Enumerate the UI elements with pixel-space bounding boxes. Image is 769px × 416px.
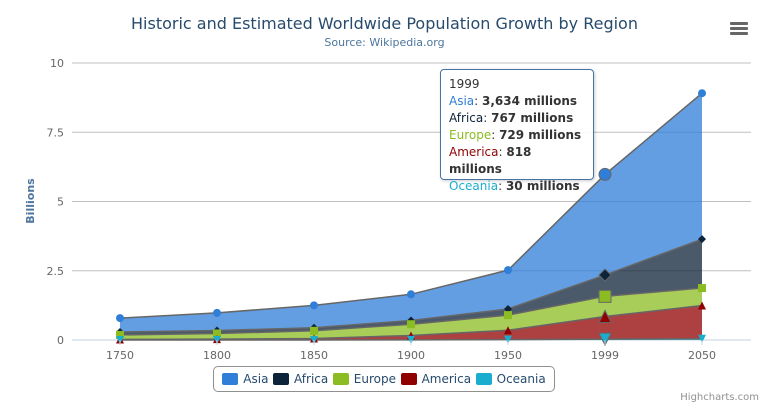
data-point-asia [116,314,124,323]
tooltip-row: Europe: 729 millions [449,128,582,142]
data-point-asia [598,167,612,181]
area-asia [120,93,702,332]
tooltip-row: Africa: 767 millions [449,111,574,125]
legend-swatch [332,373,349,385]
y-tick-label: 2.5 [47,265,65,278]
data-point-asia [407,290,415,299]
x-tick-label: 1800 [203,349,231,362]
tooltip-series-name: Africa [449,111,484,125]
y-tick-label: 5 [57,196,64,209]
legend-swatch [273,373,289,385]
area-africa [120,239,702,335]
legend-label: Europe [353,372,396,386]
tooltip-value: 729 millions [499,128,582,142]
legend-swatch [222,373,239,385]
legend-item-europe[interactable]: Europe [332,372,396,386]
tooltip-value: 818 millions [449,145,532,176]
chart-title: Historic and Estimated Worldwide Populat… [131,14,638,33]
data-point-europe [116,330,124,339]
data-point-asia [213,308,221,317]
tooltip-series-name: Asia [449,94,475,108]
y-tick-label: 0 [57,334,64,347]
data-point-asia [698,89,706,98]
legend-label: Africa [294,372,329,386]
tooltip-series-name: Oceania [449,179,499,193]
x-tick-label: 1750 [106,349,134,362]
data-point-europe [407,320,415,329]
x-tick-label: 1850 [300,349,328,362]
data-point-africa [598,268,612,282]
x-tick-label: 1950 [494,349,522,362]
legend-swatch [475,373,492,385]
tooltip-row: America: 818 millions [449,145,532,176]
legend-label: America [421,372,472,386]
tooltip-header: 1999 [449,77,480,91]
y-axis-title: Billions [24,178,37,224]
legend-label: Oceania [496,372,546,386]
data-point-oceania [407,335,415,344]
data-point-oceania [598,332,612,347]
tooltip-series-name: Europe [449,128,492,142]
data-point-asia [310,301,318,310]
x-tick-label: 1900 [397,349,425,362]
legend-item-africa[interactable]: Africa [273,372,328,386]
data-point-europe [504,311,512,320]
chart-subtitle: Source: Wikipedia.org [324,36,445,49]
tooltip-series-name: America [449,145,499,159]
data-point-oceania [213,335,221,344]
legend-item-america[interactable]: America [400,372,472,386]
legend: Asia Africa Europe America Oceania [213,366,555,392]
data-point-africa [698,235,706,244]
data-point-europe [310,326,318,335]
data-point-america [598,309,612,324]
data-point-europe [598,289,612,303]
data-point-america [698,301,706,310]
area-america [120,305,702,340]
tooltip: 1999 Asia: 3,634 millions Africa: 767 mil… [440,69,594,193]
tooltip-row: Oceania: 30 millions [449,179,580,193]
data-point-africa [504,304,512,313]
legend-swatch [400,373,417,385]
data-point-america [504,326,512,335]
data-point-asia [504,266,512,275]
data-point-oceania [698,334,706,343]
x-tick-label: 2050 [688,349,716,362]
credits-link[interactable]: Highcharts.com [680,392,759,403]
x-tick-label: 1999 [591,349,619,362]
tooltip-value: 30 millions [505,179,580,193]
tooltip-row: Asia: 3,634 millions [449,94,578,108]
y-tick-label: 10 [50,57,64,70]
data-point-europe [213,329,221,338]
legend-label: Asia [243,372,269,386]
legend-item-asia[interactable]: Asia [222,372,268,386]
legend-item-oceania[interactable]: Oceania [475,372,546,386]
data-point-oceania [310,335,318,344]
hamburger-menu-icon[interactable] [730,22,748,36]
y-tick-label: 7.5 [47,126,65,139]
data-point-europe [698,284,706,293]
tooltip-value: 3,634 millions [482,94,578,108]
tooltip-value: 767 millions [491,111,574,125]
data-point-oceania [504,335,512,344]
data-point-oceania [116,335,124,344]
